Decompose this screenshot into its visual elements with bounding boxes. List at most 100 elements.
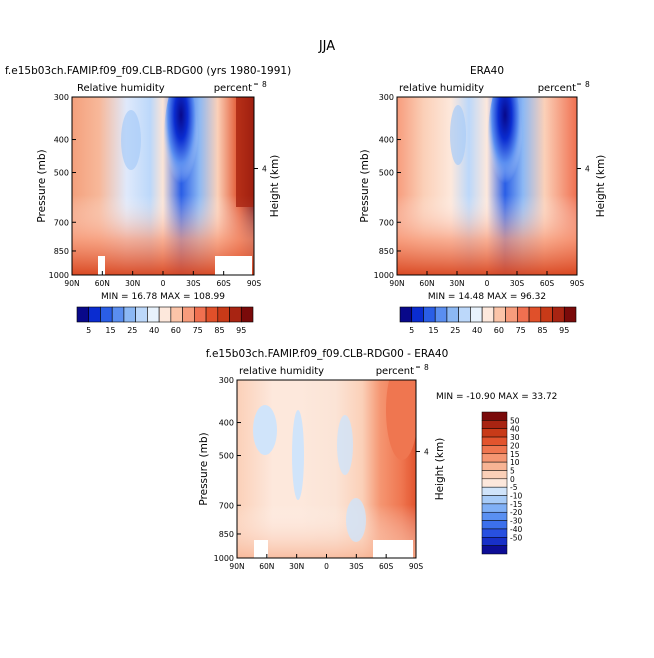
colorbar-label: 85 xyxy=(214,326,224,335)
model-ticks: 90N 60N 30N 0 30S 60S 90S 300 400 500 700 850 1000 8 4 xyxy=(49,80,267,288)
x-tick-label: 30N xyxy=(289,562,304,571)
diff-ticks: 90N 60N 30N 0 30S 60S 90S 300 400 500 700 850 1000 8 4 xyxy=(214,363,429,571)
colorbar-swatch xyxy=(158,306,172,323)
colorbar-swatch xyxy=(434,306,448,323)
colorbar-label: 15 xyxy=(428,326,438,335)
colorbar-label: 40 xyxy=(510,425,520,434)
colorbar-swatch xyxy=(205,306,219,323)
obs-stats: MIN = 14.48 MAX = 96.32 xyxy=(428,292,546,302)
colorbar-swatch xyxy=(217,306,230,323)
y-tick-label: 300 xyxy=(219,376,234,385)
y2-tick-label: 8 xyxy=(262,80,267,89)
colorbar-label: 15 xyxy=(105,326,115,335)
colorbar-label: 75 xyxy=(193,326,203,335)
colorbar-label: 95 xyxy=(559,326,569,335)
colorbar-swatch xyxy=(481,436,508,446)
diff-left-label: relative humidity xyxy=(239,366,324,377)
colorbar-swatch xyxy=(135,306,148,323)
colorbar-label: 85 xyxy=(537,326,547,335)
colorbar-swatch xyxy=(76,306,90,323)
x-tick-label: 90N xyxy=(229,562,244,571)
colorbar-swatch xyxy=(194,306,207,323)
colorbar-label: 60 xyxy=(494,326,504,335)
obs-right-label: percent xyxy=(538,83,576,94)
colorbar-label: 95 xyxy=(236,326,246,335)
colorbar-label: 10 xyxy=(510,458,520,467)
colorbar-swatch xyxy=(563,306,577,323)
x-tick-label: 30N xyxy=(125,279,140,288)
colorbar-swatch xyxy=(481,470,508,480)
colorbar-swatch xyxy=(552,306,565,323)
colorbar-label: 75 xyxy=(516,326,526,335)
model-right-label: percent xyxy=(214,83,252,94)
model-left-label: Relative humidity xyxy=(77,83,165,94)
y-tick-label: 300 xyxy=(379,93,394,102)
colorbar-swatch xyxy=(182,306,195,323)
colorbar-swatch xyxy=(470,306,483,323)
y-tick-label: 400 xyxy=(219,419,234,428)
y2-tick-label: 8 xyxy=(424,363,429,372)
colorbar-swatch xyxy=(481,503,508,513)
model-ylabel: Pressure (mb) xyxy=(36,149,48,222)
x-tick-label: 90S xyxy=(247,279,262,288)
x-tick-label: 60S xyxy=(217,279,232,288)
model-stats: MIN = 16.78 MAX = 108.99 xyxy=(101,292,225,302)
colorbar-label: 25 xyxy=(450,326,460,335)
model-panel: f.e15b03ch.FAMIP.f09_f09.CLB-RDG00 (yrs … xyxy=(5,65,291,335)
x-tick-label: 30S xyxy=(186,279,201,288)
colorbar-swatch xyxy=(481,537,508,546)
diff-y2label: Height (km) xyxy=(434,438,446,501)
y-tick-label: 850 xyxy=(54,247,69,256)
colorbar-swatch xyxy=(481,545,508,555)
colorbar-swatch xyxy=(493,306,506,323)
colorbar-swatch xyxy=(481,486,508,496)
page-title: JJA xyxy=(318,39,335,54)
obs-title: ERA40 xyxy=(470,65,504,77)
colorbar-swatch xyxy=(446,306,459,323)
colorbar-swatch xyxy=(481,306,495,323)
colorbar-label: -50 xyxy=(510,533,522,542)
colorbar-swatch xyxy=(240,306,254,323)
x-tick-label: 30S xyxy=(510,279,525,288)
diff-stats: MIN = -10.90 MAX = 33.72 xyxy=(436,392,557,402)
obs-panel: ERA40 relative humidity percent Pressure… xyxy=(359,65,607,335)
y-tick-label: 400 xyxy=(379,136,394,145)
colorbar-swatch xyxy=(229,306,242,323)
colorbar-swatch xyxy=(481,420,508,429)
colorbar-swatch xyxy=(505,306,518,323)
colorbar-swatch xyxy=(528,306,542,323)
colorbar-label: 40 xyxy=(149,326,159,335)
x-tick-label: 90S xyxy=(570,279,585,288)
y-tick-label: 850 xyxy=(379,247,394,256)
y-tick-label: 500 xyxy=(219,452,234,461)
colorbar-swatch xyxy=(517,306,530,323)
x-tick-label: 60N xyxy=(95,279,110,288)
y2-tick-label: 4 xyxy=(585,165,590,174)
y-tick-label: 700 xyxy=(54,218,69,227)
y-tick-label: 500 xyxy=(54,169,69,178)
colorbar-label: -5 xyxy=(510,483,518,492)
colorbar-label: 5 xyxy=(409,326,414,335)
colorbar-swatch xyxy=(540,306,553,323)
colorbar-label: 60 xyxy=(171,326,181,335)
colorbar-swatch xyxy=(481,511,508,521)
x-tick-label: 60S xyxy=(540,279,555,288)
x-tick-label: 30S xyxy=(349,562,364,571)
colorbar-label: 20 xyxy=(510,441,520,450)
colorbar-swatch xyxy=(481,428,508,438)
model-field xyxy=(72,97,254,275)
colorbar-label: 40 xyxy=(472,326,482,335)
y2-tick-label: 4 xyxy=(424,448,429,457)
colorbar-swatch xyxy=(411,306,424,323)
colorbar-swatch xyxy=(123,306,136,323)
colorbar-swatch xyxy=(481,478,508,488)
obs-y2label: Height (km) xyxy=(595,155,607,218)
x-tick-label: 90N xyxy=(64,279,79,288)
model-colorbar: 5 15 25 40 60 75 85 95 xyxy=(76,306,254,335)
diff-title: f.e15b03ch.FAMIP.f09_f09.CLB-RDG00 - ERA… xyxy=(206,348,449,360)
colorbar-swatch xyxy=(481,445,508,455)
x-tick-label: 0 xyxy=(485,279,490,288)
colorbar-label: 15 xyxy=(510,450,520,459)
y-tick-label: 1000 xyxy=(374,271,394,280)
obs-colorbar: 5 15 25 40 60 75 85 95 xyxy=(399,306,577,335)
